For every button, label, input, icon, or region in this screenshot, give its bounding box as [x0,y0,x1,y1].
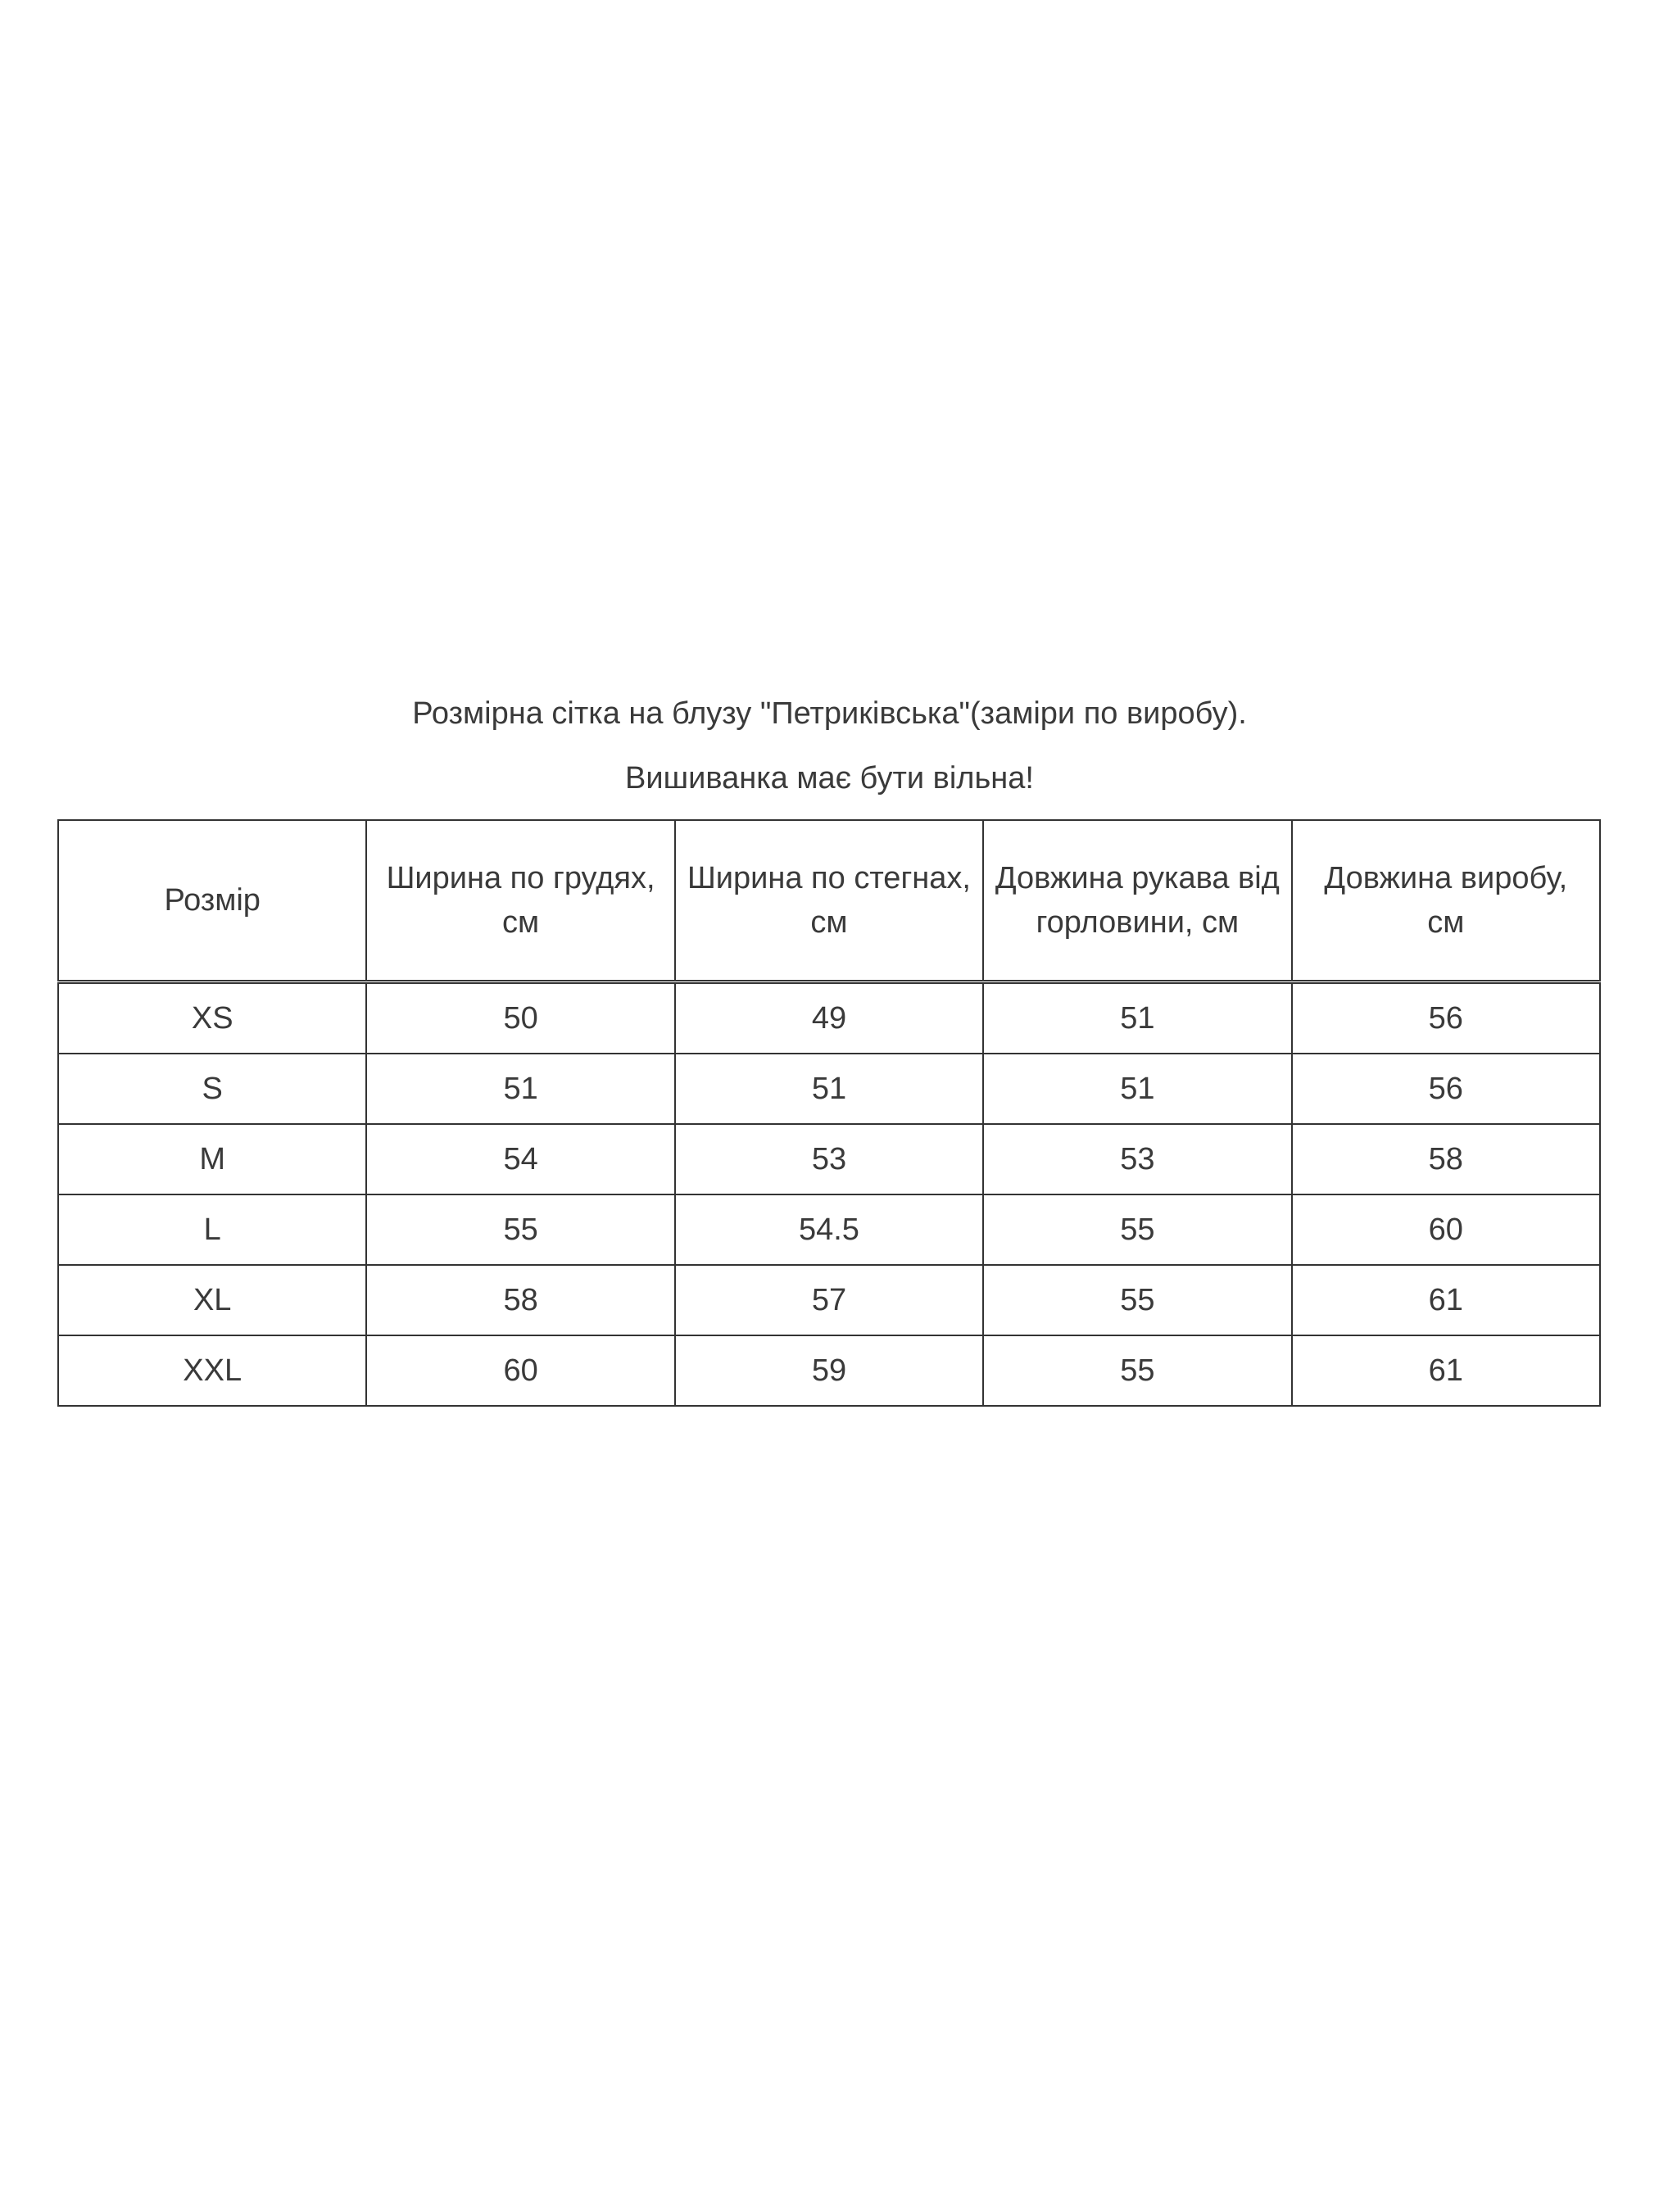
table-cell: 51 [673,1053,985,1125]
table-cell: 61 [1290,1335,1602,1407]
column-header: Ширина по стегнах, см [673,819,985,983]
table-header-row: Розмір Ширина по грудях, см Ширина по стег… [57,819,1602,983]
size-chart-title: Розмірна сітка на блузу "Петриківська"(з… [412,696,1247,731]
table-row: M 54 53 53 58 [57,1123,1602,1195]
table-cell: 51 [982,981,1293,1054]
table-cell: 56 [1290,981,1602,1054]
column-header: Розмір [57,819,368,983]
table-cell: XL [57,1264,368,1336]
table-cell: 55 [982,1264,1293,1336]
table-cell: 57 [673,1264,985,1336]
table-cell: 54.5 [673,1194,985,1266]
table-cell: 49 [673,981,985,1054]
table-row: XS 50 49 51 56 [57,981,1602,1054]
table-cell: 53 [673,1123,985,1195]
table-cell: 61 [1290,1264,1602,1336]
table-cell: 60 [365,1335,676,1407]
size-chart-note: Вишиванка має бути вільна! [625,761,1034,796]
table-cell: XXL [57,1335,368,1407]
table-cell: 59 [673,1335,985,1407]
table-cell: 55 [365,1194,676,1266]
table-cell: 55 [982,1194,1293,1266]
table-cell: M [57,1123,368,1195]
table-cell: 51 [365,1053,676,1125]
table-row: XL 58 57 55 61 [57,1264,1602,1336]
table-cell: S [57,1053,368,1125]
table-cell: 56 [1290,1053,1602,1125]
table-cell: 53 [982,1123,1293,1195]
table-cell: 55 [982,1335,1293,1407]
table-cell: XS [57,981,368,1054]
column-header: Довжина рукава від горловини, см [982,819,1293,983]
table-row: L 55 54.5 55 60 [57,1194,1602,1266]
table-cell: 50 [365,981,676,1054]
table-row: S 51 51 51 56 [57,1053,1602,1125]
column-header: Ширина по грудях, см [365,819,676,983]
table-cell: 60 [1290,1194,1602,1266]
table-cell: 51 [982,1053,1293,1125]
table-cell: 54 [365,1123,676,1195]
table-cell: 58 [365,1264,676,1336]
table-cell: 58 [1290,1123,1602,1195]
size-table: Розмір Ширина по грудях, см Ширина по стег… [57,819,1602,1407]
table-row: XXL 60 59 55 61 [57,1335,1602,1407]
column-header: Довжина виробу, см [1290,819,1602,983]
table-cell: L [57,1194,368,1266]
